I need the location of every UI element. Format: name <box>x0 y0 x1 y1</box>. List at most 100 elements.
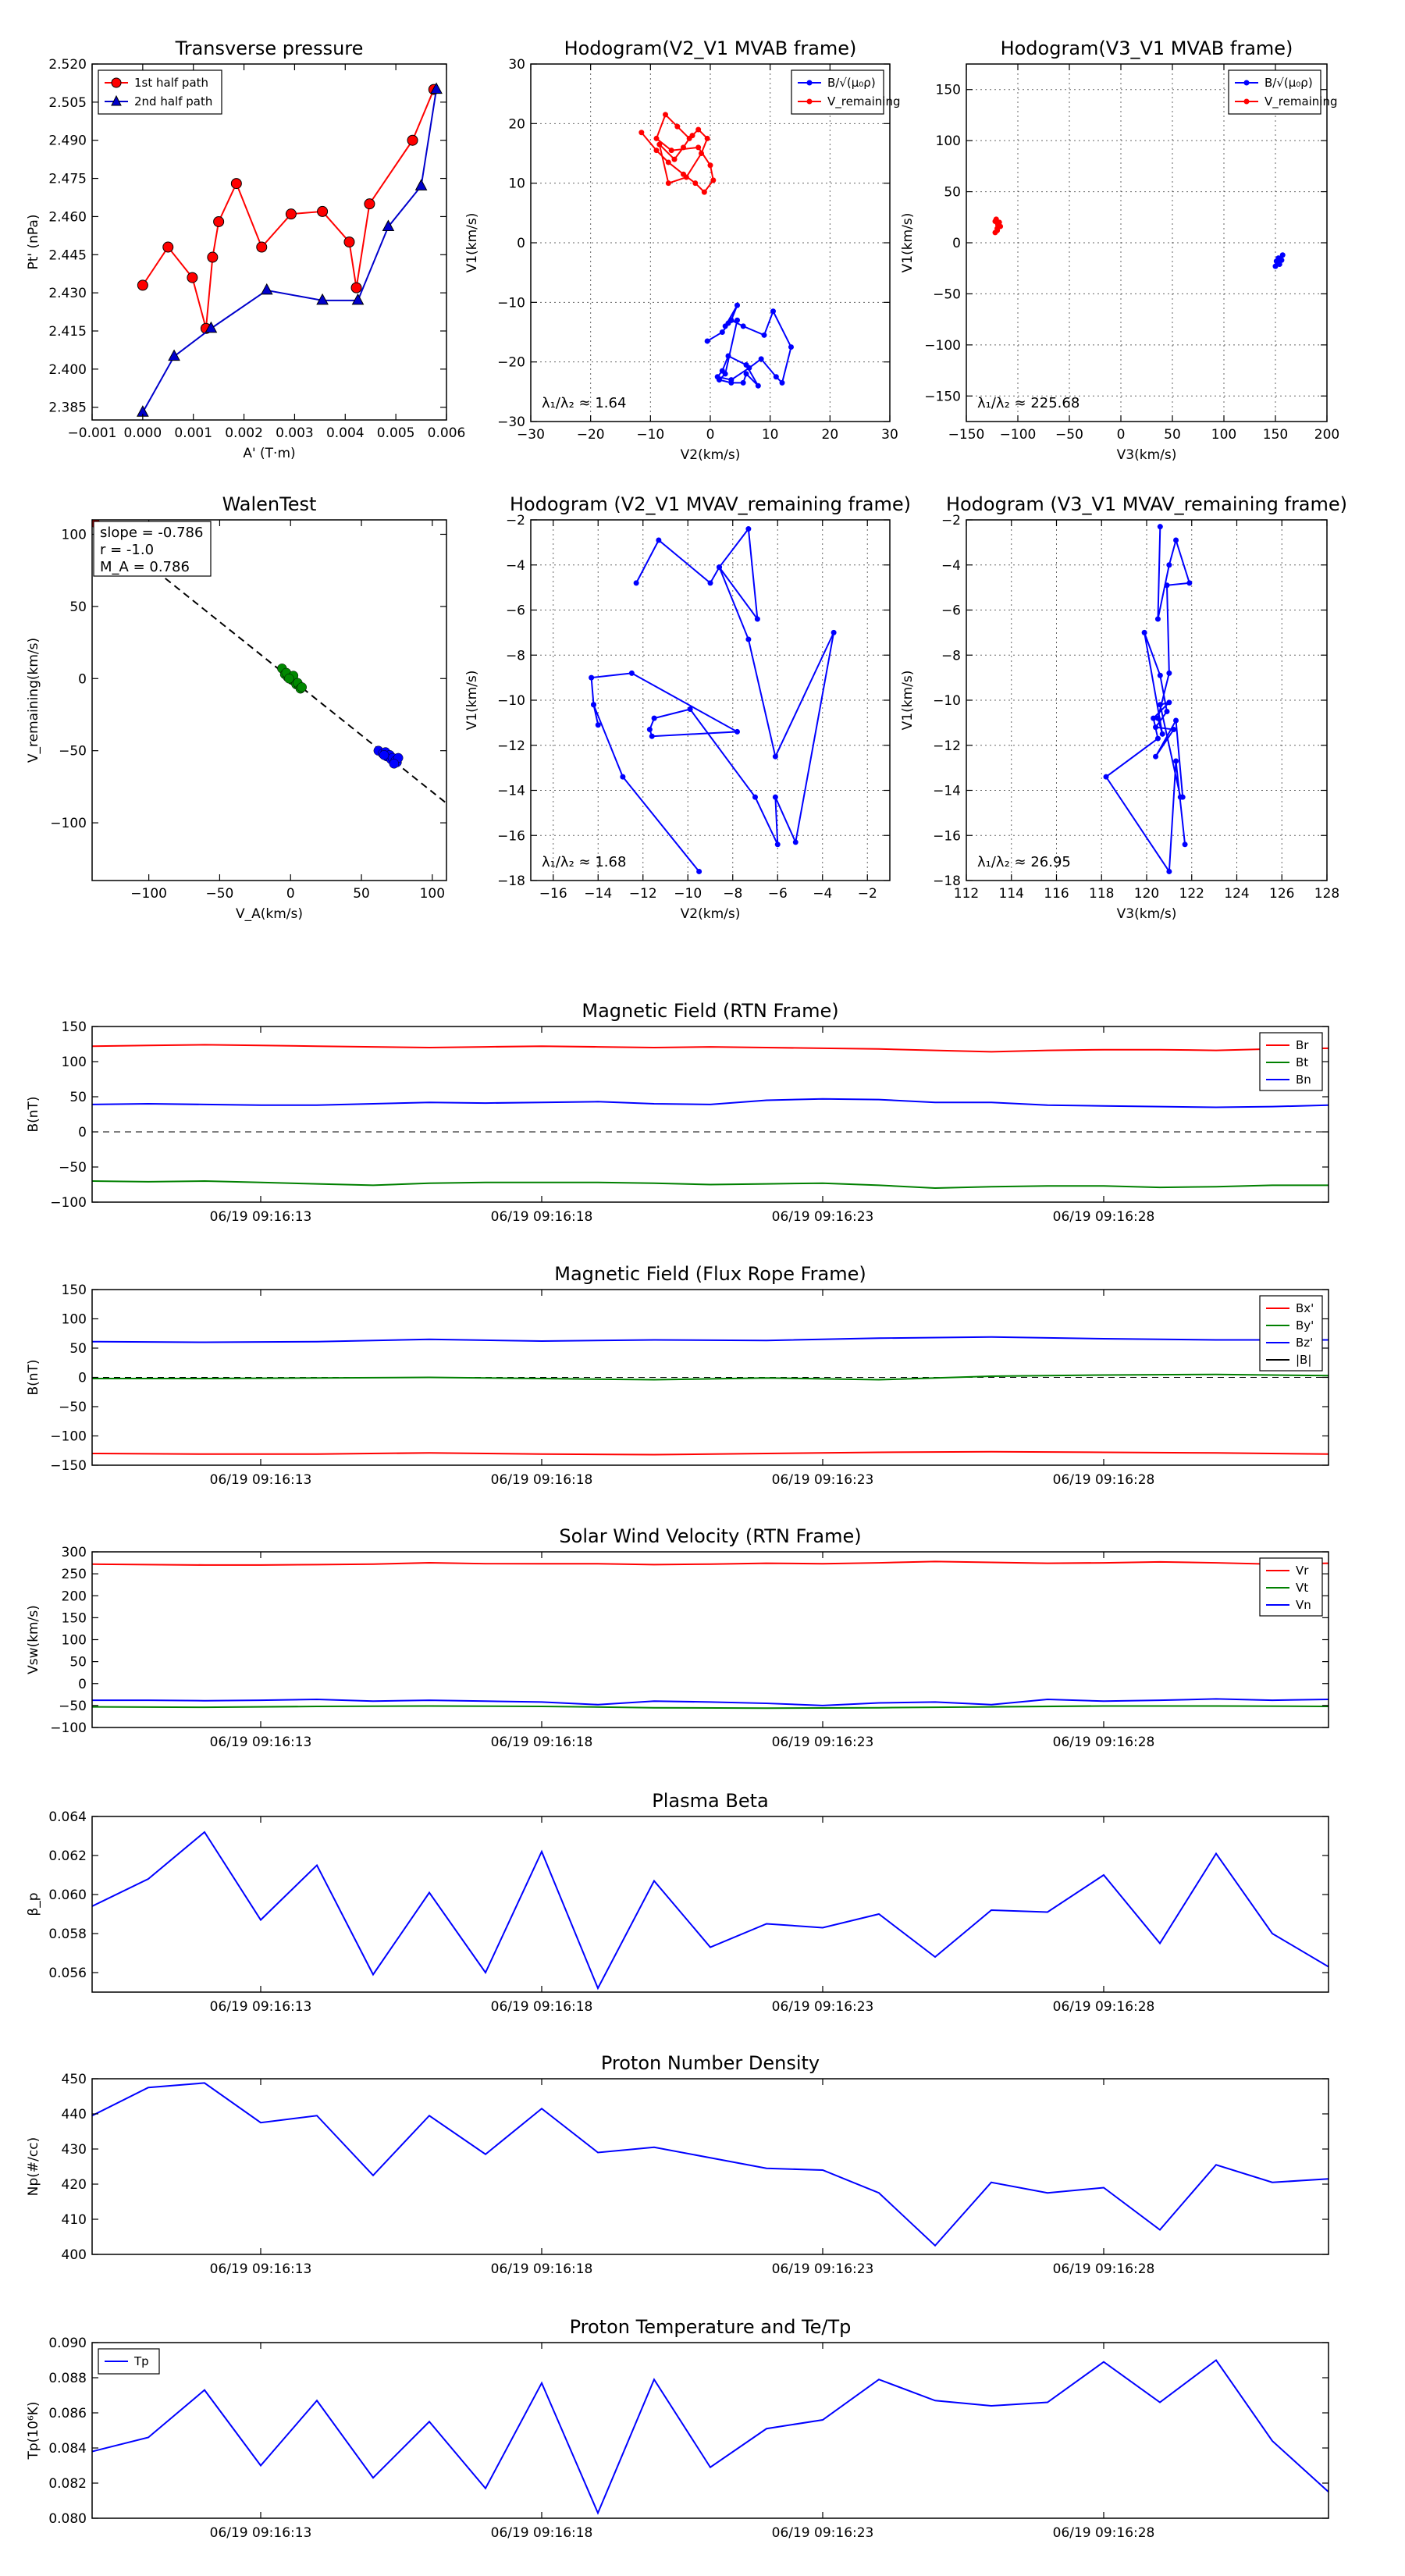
x-tick-label: 06/19 09:16:23 <box>772 1999 874 2015</box>
legend-label: Br <box>1296 1038 1309 1052</box>
data-point <box>284 674 294 684</box>
data-point <box>719 368 725 374</box>
x-tick-label: −150 <box>948 427 985 443</box>
data-point <box>1182 841 1188 848</box>
data-point <box>653 135 660 141</box>
legend-label: Vr <box>1296 1564 1309 1578</box>
chart-magnetic_field_rtn: Magnetic Field (RTN Frame) −100 −50 0 50 100 1… <box>26 1000 1329 1225</box>
data-point <box>1279 257 1285 263</box>
data-point <box>735 317 740 323</box>
y-tick-label: 420 <box>62 2177 87 2193</box>
chart-transverse_pressure: Transverse pressure 2.385 2.400 2.415 2.430 2… <box>26 37 465 461</box>
y-tick-label: −30 <box>497 415 525 430</box>
y-tick-label: 410 <box>62 2212 87 2228</box>
x-tick-label: 20 <box>822 427 839 443</box>
y-tick-label: 0 <box>78 1677 87 1692</box>
chart-title: Magnetic Field (Flux Rope Frame) <box>554 1263 866 1285</box>
data-point <box>589 674 595 681</box>
x-tick-label: 06/19 09:16:13 <box>210 2261 312 2277</box>
data-point <box>674 123 681 130</box>
x-tick-label: 0.004 <box>326 425 365 441</box>
x-axis-label: V2(km/s) <box>681 906 741 922</box>
legend-box <box>98 69 222 115</box>
y-tick-label: −100 <box>50 1195 87 1211</box>
x-tick-label: 0 <box>706 427 715 443</box>
x-axis-label: V_A(km/s) <box>236 906 303 922</box>
x-tick-label: 06/19 09:16:18 <box>491 1472 593 1488</box>
x-tick-label: 122 <box>1179 886 1204 902</box>
data-point <box>646 727 653 733</box>
x-tick-label: 06/19 09:16:13 <box>210 1209 312 1225</box>
axes-frame <box>91 2342 1329 2519</box>
data-point <box>656 141 663 148</box>
x-tick-label: 06/19 09:16:13 <box>210 2525 312 2541</box>
y-tick-label: −14 <box>497 784 525 799</box>
data-point <box>1276 261 1282 267</box>
y-tick-label: −100 <box>50 1429 87 1445</box>
legend-label: B/√(μ₀ρ) <box>1264 76 1313 90</box>
y-tick-label: −2 <box>506 513 525 528</box>
x-tick-label: 0.002 <box>225 425 263 441</box>
legend-label: Tp <box>133 2354 149 2368</box>
fit-text: r = -1.0 <box>100 542 154 558</box>
x-tick-label: 06/19 09:16:18 <box>491 1999 593 2015</box>
y-tick-label: −50 <box>59 1400 87 1415</box>
y-tick-label: −50 <box>59 744 87 760</box>
x-tick-label: 30 <box>881 427 898 443</box>
y-tick-label: 50 <box>69 1341 87 1357</box>
x-tick-label: −10 <box>674 886 702 902</box>
y-tick-label: 0.062 <box>48 1848 87 1864</box>
eigenvalue-ratio: λ₁/λ₂ ≈ 26.95 <box>977 854 1071 870</box>
x-tick-label: −12 <box>629 886 657 902</box>
legend-label: 1st half path <box>134 76 208 90</box>
data-point <box>230 178 242 190</box>
x-tick-label: 06/19 09:16:18 <box>491 1209 593 1225</box>
data-point <box>1164 582 1170 589</box>
y-tick-label: 0 <box>517 236 525 251</box>
y-tick-label: −100 <box>924 338 961 354</box>
x-tick-label: 06/19 09:16:23 <box>772 1209 874 1225</box>
chart-hodogram_v3_v1_mvav: Hodogram (V3_V1 MVAV_remaining frame) −18… <box>900 493 1347 922</box>
y-tick-label: −10 <box>497 693 525 709</box>
y-tick-label: −50 <box>59 1699 87 1714</box>
data-point <box>752 794 758 800</box>
eigenvalue-ratio: λ₁/λ₂ ≈ 1.68 <box>542 854 626 870</box>
y-axis-label: V_remaining(km/s) <box>26 638 41 763</box>
series-line-0 <box>92 1450 1329 1456</box>
y-tick-label: −6 <box>506 603 525 619</box>
y-tick-label: −10 <box>497 295 525 311</box>
x-tick-label: −2 <box>858 886 877 902</box>
data-point <box>430 82 443 94</box>
y-tick-label: 0.082 <box>48 2476 87 2492</box>
x-tick-label: 126 <box>1269 886 1294 902</box>
data-point <box>1157 524 1163 530</box>
series-line-2 <box>92 1698 1329 1706</box>
x-tick-label: −100 <box>1000 427 1037 443</box>
y-tick-label: 0.090 <box>48 2336 87 2351</box>
x-tick-label: 0.005 <box>377 425 415 441</box>
x-tick-label: 06/19 09:16:28 <box>1053 1472 1155 1488</box>
y-tick-label: 100 <box>62 1055 87 1070</box>
x-tick-label: 150 <box>1263 427 1288 443</box>
data-point <box>1173 537 1179 543</box>
data-point <box>137 279 148 291</box>
series-line-0 <box>590 526 835 873</box>
data-point <box>754 616 760 622</box>
data-point <box>317 205 329 217</box>
data-point <box>772 753 778 760</box>
data-point <box>1153 753 1159 760</box>
data-point <box>591 702 596 708</box>
chart-title: Hodogram(V3_V1 MVAB frame) <box>1001 37 1293 59</box>
x-tick-label: 06/19 09:16:13 <box>210 1472 312 1488</box>
data-point <box>1164 708 1170 714</box>
data-point <box>707 162 713 169</box>
data-point <box>687 706 693 713</box>
y-tick-label: −14 <box>933 784 961 799</box>
data-point <box>788 344 794 350</box>
y-tick-label: 0.060 <box>48 1888 87 1903</box>
x-tick-label: 06/19 09:16:13 <box>210 1999 312 2015</box>
x-axis-label: A' (T·m) <box>243 446 295 461</box>
data-point <box>1103 774 1109 780</box>
legend-box <box>791 69 884 115</box>
x-tick-label: 116 <box>1044 886 1069 902</box>
